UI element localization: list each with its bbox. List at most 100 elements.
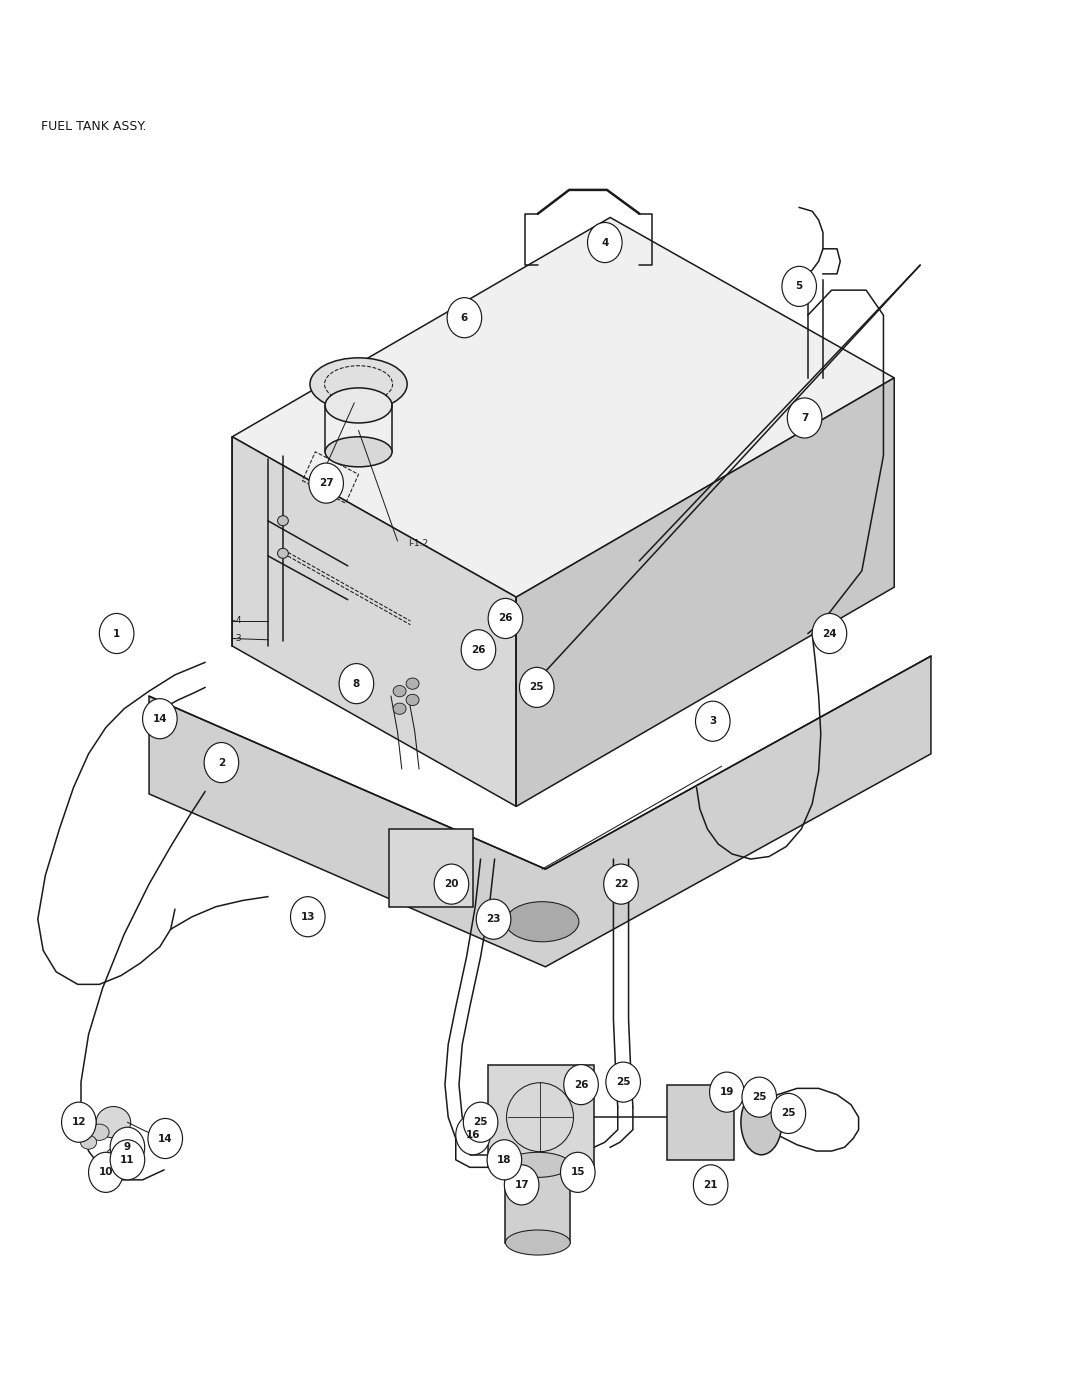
- Text: 20: 20: [444, 879, 459, 888]
- Circle shape: [606, 1062, 640, 1102]
- Text: 16: 16: [465, 1130, 481, 1140]
- Ellipse shape: [278, 548, 288, 559]
- Bar: [505, 1165, 570, 1242]
- Circle shape: [461, 630, 496, 669]
- Text: TLG-12SPX --- FUEL TANK ASSY.: TLG-12SPX --- FUEL TANK ASSY.: [585, 27, 1053, 53]
- Text: 23: 23: [486, 914, 501, 925]
- Ellipse shape: [406, 678, 419, 689]
- Circle shape: [110, 1127, 145, 1168]
- Text: 25: 25: [781, 1108, 796, 1119]
- Ellipse shape: [497, 610, 508, 622]
- Text: 13: 13: [300, 912, 315, 922]
- Text: I-4: I-4: [230, 616, 242, 626]
- Text: 26: 26: [498, 613, 513, 623]
- Ellipse shape: [106, 1148, 120, 1161]
- Ellipse shape: [278, 515, 288, 525]
- Circle shape: [447, 298, 482, 338]
- Ellipse shape: [90, 1125, 109, 1140]
- Text: 18: 18: [497, 1155, 512, 1165]
- Text: I-1.2: I-1.2: [408, 539, 429, 548]
- Circle shape: [463, 1102, 498, 1143]
- Ellipse shape: [393, 703, 406, 714]
- Text: 1: 1: [113, 629, 120, 638]
- Text: 17: 17: [514, 1180, 529, 1190]
- Ellipse shape: [393, 686, 406, 697]
- Text: 25: 25: [616, 1077, 631, 1087]
- Text: 14: 14: [158, 1133, 173, 1144]
- Polygon shape: [232, 218, 894, 597]
- Ellipse shape: [117, 1136, 133, 1150]
- Text: FUEL TANK ASSY.: FUEL TANK ASSY.: [41, 120, 147, 133]
- Text: 25: 25: [473, 1118, 488, 1127]
- Circle shape: [742, 1077, 777, 1118]
- Circle shape: [787, 398, 822, 439]
- Text: 8: 8: [353, 679, 360, 689]
- Circle shape: [89, 1153, 123, 1193]
- Circle shape: [434, 865, 469, 904]
- Ellipse shape: [325, 437, 392, 467]
- Circle shape: [710, 1071, 744, 1112]
- Bar: [667, 1084, 734, 1160]
- Text: 11: 11: [120, 1155, 135, 1165]
- Text: 7: 7: [801, 414, 808, 423]
- Text: 19: 19: [719, 1087, 734, 1097]
- Text: 9: 9: [124, 1143, 131, 1153]
- Text: 26: 26: [573, 1080, 589, 1090]
- Circle shape: [110, 1140, 145, 1180]
- Circle shape: [561, 1153, 595, 1193]
- Polygon shape: [149, 657, 931, 967]
- Circle shape: [62, 1102, 96, 1143]
- Text: 2: 2: [218, 757, 225, 767]
- Circle shape: [339, 664, 374, 704]
- Circle shape: [771, 1094, 806, 1133]
- Circle shape: [588, 222, 622, 263]
- Text: 3: 3: [710, 717, 716, 726]
- Text: I-3: I-3: [230, 634, 242, 643]
- Text: 4: 4: [602, 237, 608, 247]
- Circle shape: [143, 698, 177, 739]
- Circle shape: [476, 900, 511, 939]
- Text: 6: 6: [461, 313, 468, 323]
- Ellipse shape: [310, 358, 407, 411]
- Circle shape: [504, 1165, 539, 1206]
- Text: 21: 21: [703, 1180, 718, 1190]
- Ellipse shape: [96, 1106, 131, 1139]
- Circle shape: [204, 743, 239, 782]
- Ellipse shape: [505, 901, 579, 942]
- Text: PAGE 62 — TLG-12SPX — PARTS AND OPERATION  MANUAL (STD) — REV. #4  (03/08/05): PAGE 62 — TLG-12SPX — PARTS AND OPERATIO…: [234, 1358, 846, 1372]
- Text: 12: 12: [71, 1118, 86, 1127]
- Circle shape: [519, 668, 554, 707]
- Text: 25: 25: [529, 682, 544, 693]
- Circle shape: [782, 267, 816, 306]
- Circle shape: [309, 462, 343, 503]
- Ellipse shape: [478, 641, 489, 651]
- Text: 27: 27: [319, 478, 334, 488]
- Ellipse shape: [505, 1153, 570, 1178]
- Circle shape: [148, 1119, 183, 1158]
- Circle shape: [488, 598, 523, 638]
- Polygon shape: [232, 437, 516, 806]
- Text: 24: 24: [822, 629, 837, 638]
- Text: 25: 25: [752, 1092, 767, 1102]
- Circle shape: [291, 897, 325, 937]
- Circle shape: [693, 1165, 728, 1206]
- Text: 15: 15: [570, 1168, 585, 1178]
- Bar: [389, 828, 473, 907]
- Circle shape: [812, 613, 847, 654]
- Ellipse shape: [325, 388, 392, 423]
- Circle shape: [564, 1065, 598, 1105]
- Ellipse shape: [741, 1090, 782, 1155]
- Ellipse shape: [505, 1229, 570, 1255]
- Text: 5: 5: [796, 281, 802, 292]
- Circle shape: [456, 1115, 490, 1155]
- Ellipse shape: [406, 694, 419, 705]
- Circle shape: [696, 701, 730, 742]
- Text: 14: 14: [152, 714, 167, 724]
- Polygon shape: [516, 377, 894, 806]
- Text: 10: 10: [98, 1168, 113, 1178]
- Circle shape: [604, 865, 638, 904]
- Bar: [488, 1065, 594, 1168]
- Text: 26: 26: [471, 645, 486, 655]
- Ellipse shape: [81, 1136, 97, 1150]
- Circle shape: [99, 613, 134, 654]
